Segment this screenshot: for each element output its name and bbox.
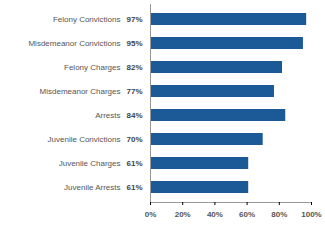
svg-text:Misdemeanor Charges: Misdemeanor Charges — [40, 87, 121, 96]
svg-text:70%: 70% — [126, 135, 142, 144]
svg-text:60%: 60% — [239, 210, 255, 219]
svg-text:100%: 100% — [301, 210, 321, 219]
svg-text:84%: 84% — [126, 111, 142, 120]
svg-text:20%: 20% — [175, 210, 191, 219]
svg-text:0%: 0% — [145, 210, 157, 219]
svg-text:97%: 97% — [126, 15, 142, 24]
svg-text:82%: 82% — [126, 63, 142, 72]
svg-text:80%: 80% — [271, 210, 287, 219]
svg-text:95%: 95% — [126, 39, 142, 48]
svg-text:77%: 77% — [126, 87, 142, 96]
svg-text:Felony Convictions: Felony Convictions — [53, 15, 121, 24]
svg-text:61%: 61% — [126, 159, 142, 168]
svg-text:Felony Charges: Felony Charges — [64, 63, 120, 72]
svg-text:61%: 61% — [126, 183, 142, 192]
svg-text:Juvenile Arrests: Juvenile Arrests — [64, 183, 120, 192]
svg-text:Arrests: Arrests — [95, 111, 120, 120]
svg-text:40%: 40% — [207, 210, 223, 219]
svg-text:Misdemeanor Convictions: Misdemeanor Convictions — [28, 39, 120, 48]
svg-text:Juvenile Charges: Juvenile Charges — [59, 159, 121, 168]
svg-text:Juvenile Convictions: Juvenile Convictions — [48, 135, 121, 144]
